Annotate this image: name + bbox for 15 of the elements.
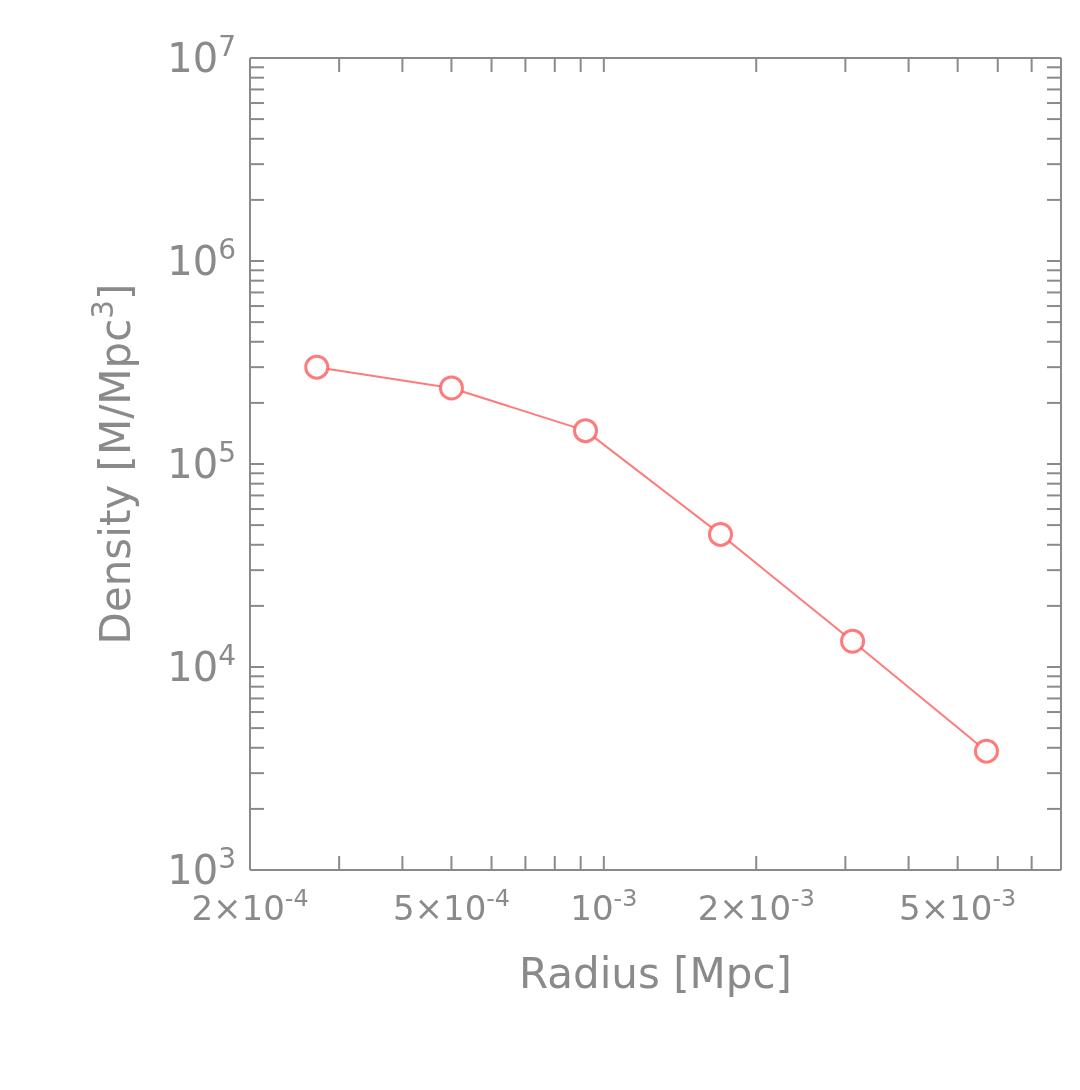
point xyxy=(840,628,866,654)
x-axis-title: Radius [Mpc] xyxy=(519,949,792,998)
point xyxy=(304,354,330,380)
point xyxy=(438,375,464,401)
point xyxy=(973,738,999,764)
y-tick-label: 10$^{5}$ xyxy=(167,435,236,487)
x-tick-label: 5×10$^{-4}$ xyxy=(392,884,511,928)
x-tick-label: 5×10$^{-3}$ xyxy=(899,884,1017,928)
point xyxy=(573,418,598,444)
x-tick-label: 10$^{-3}$ xyxy=(570,884,638,928)
y-tick-label: 10$^{6}$ xyxy=(167,232,236,284)
x-tick-label: 2×10$^{-3}$ xyxy=(697,884,815,928)
y-tick-label: 10$^{4}$ xyxy=(167,638,236,690)
y-tick-label: 10$^{7}$ xyxy=(167,29,236,81)
point xyxy=(707,521,733,547)
